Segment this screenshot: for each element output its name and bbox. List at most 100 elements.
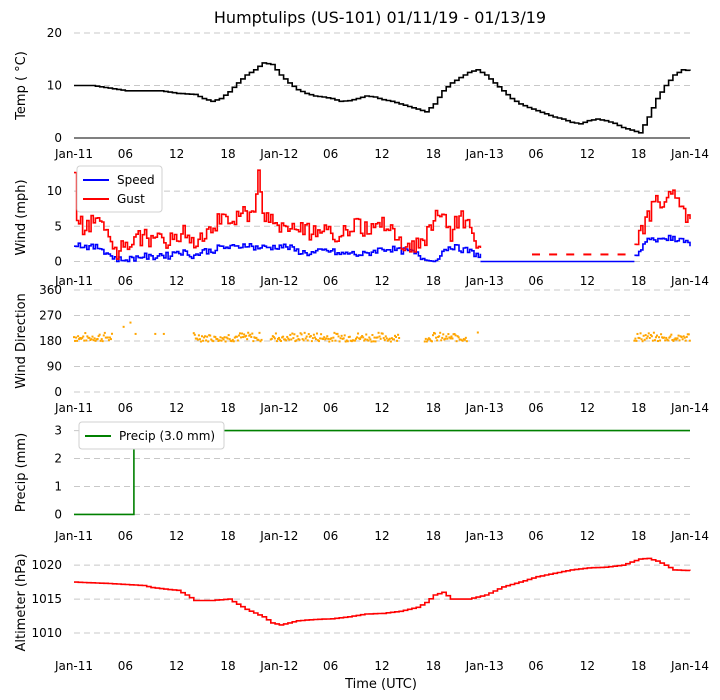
direction-series-direction-point: [109, 338, 112, 341]
direction-series-direction-point: [75, 336, 78, 339]
direction-ytick-label: 270: [39, 309, 62, 323]
direction-series-direction-point: [208, 334, 211, 337]
direction-series-direction-point: [325, 337, 328, 340]
direction-series-direction-point: [635, 339, 638, 342]
direction-series-direction-point: [386, 339, 389, 342]
direction-series-direction-point: [251, 332, 254, 335]
direction-series-direction-point: [434, 332, 437, 335]
direction-series-direction-point: [645, 337, 648, 340]
direction-series-direction-point: [195, 337, 198, 340]
temp-xtick-label: Jan-14: [670, 147, 709, 161]
direction-series-direction-point: [349, 339, 352, 342]
direction-series-direction-point: [449, 337, 452, 340]
direction-series-direction-point: [424, 337, 427, 340]
direction-series-direction-point: [334, 339, 337, 342]
direction-series-direction-point: [285, 339, 288, 342]
direction-series-direction-point: [322, 338, 325, 341]
temp-xtick-label: 12: [169, 147, 184, 161]
direction-series-direction-point: [229, 339, 232, 342]
direction-series-direction-point: [129, 321, 132, 324]
direction-series-direction-point: [328, 340, 331, 343]
direction-xtick-label: 12: [374, 401, 389, 415]
direction-series-direction-point: [359, 338, 362, 341]
temp-ytick-label: 0: [54, 131, 62, 145]
direction-series-direction-point: [304, 337, 307, 340]
direction-series-direction-point: [647, 332, 650, 335]
direction-series-direction-point: [232, 340, 235, 343]
direction-series-direction-point: [688, 339, 691, 342]
precip-xtick-label: 06: [323, 529, 338, 543]
direction-series-direction-point: [102, 334, 105, 337]
direction-series-direction-point: [270, 337, 273, 340]
direction-series-direction-point: [154, 332, 157, 335]
direction-series-direction-point: [657, 340, 660, 343]
direction-series-direction-point: [192, 332, 195, 335]
direction-series-direction-point: [317, 339, 320, 342]
direction-series-direction-point: [376, 336, 379, 339]
direction-series-direction-point: [307, 333, 310, 336]
temp-xtick-label: 18: [220, 147, 235, 161]
direction-series-direction-point: [253, 336, 256, 339]
direction-series-direction-point: [216, 338, 219, 341]
direction-series-direction-point: [207, 340, 210, 343]
direction-series-direction-point: [199, 340, 202, 343]
direction-series-direction-point: [213, 335, 216, 338]
direction-series-direction-point: [103, 331, 106, 334]
direction-ytick-label: 0: [54, 385, 62, 399]
wind-ytick-label: 0: [54, 254, 62, 268]
direction-series-direction-point: [198, 338, 201, 341]
direction-series-direction-point: [92, 339, 95, 342]
temp-xtick-label: 06: [118, 147, 133, 161]
direction-series-direction-point: [203, 336, 206, 339]
direction-series-direction-point: [327, 337, 330, 340]
direction-series-direction-point: [310, 340, 313, 343]
direction-series-direction-point: [351, 339, 354, 342]
direction-series-direction-point: [439, 331, 442, 334]
wind-xtick-label: Jan-13: [465, 274, 504, 288]
direction-xtick-label: Jan-14: [670, 401, 709, 415]
direction-series-direction-point: [330, 337, 333, 340]
direction-series-direction-point: [641, 340, 644, 343]
direction-series-direction-point: [669, 335, 672, 338]
direction-series-direction-point: [230, 340, 233, 343]
direction-series-direction-point: [243, 333, 246, 336]
direction-series-direction-point: [385, 337, 388, 340]
direction-series-direction-point: [336, 332, 339, 335]
direction-series-direction-point: [465, 340, 468, 343]
direction-series-direction-point: [679, 335, 682, 338]
direction-series-direction-point: [301, 338, 304, 341]
precip-legend: Precip (3.0 mm): [78, 421, 225, 450]
precip-xtick-label: 18: [426, 529, 441, 543]
direction-series-direction-point: [221, 337, 224, 340]
direction-series-direction-point: [639, 332, 642, 335]
precip-xtick-label: Jan-11: [54, 529, 93, 543]
direction-series-direction-point: [446, 337, 449, 340]
direction-series-direction-point: [288, 338, 291, 341]
direction-series-direction-point: [247, 331, 250, 334]
direction-series-direction-point: [215, 337, 218, 340]
direction-series-direction-point: [398, 337, 401, 340]
direction-series-direction-point: [634, 337, 637, 340]
direction-series-direction-point: [387, 338, 390, 341]
direction-series-direction-point: [77, 335, 80, 338]
direction-series-direction-point: [370, 340, 373, 343]
direction-series-direction-point: [442, 333, 445, 336]
direction-series-direction-point: [461, 339, 464, 342]
direction-series-direction-point: [290, 338, 293, 341]
direction-series-direction-point: [652, 331, 655, 334]
direction-series-direction-point: [86, 335, 89, 338]
direction-series-direction-point: [443, 338, 446, 341]
wind-xtick-label: 18: [631, 274, 646, 288]
direction-series-direction-point: [237, 334, 240, 337]
direction-series-direction-point: [440, 339, 443, 342]
precip-ylabel: Precip (mm): [14, 433, 29, 512]
temp-xtick-label: 12: [374, 147, 389, 161]
direction-xtick-label: 18: [631, 401, 646, 415]
direction-series-direction-point: [204, 335, 207, 338]
direction-series-direction-point: [287, 337, 290, 340]
direction-series-direction-point: [245, 334, 248, 337]
direction-series-direction-point: [378, 335, 381, 338]
direction-xtick-label: 18: [426, 401, 441, 415]
wind-xtick-label: 18: [426, 274, 441, 288]
